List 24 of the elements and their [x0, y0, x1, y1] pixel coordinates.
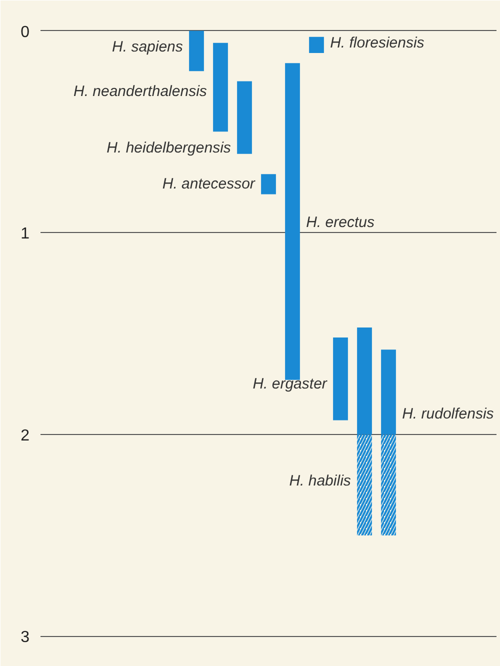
bar — [381, 350, 396, 434]
annotation: H. sapiens — [112, 38, 184, 56]
annotation: H. ergaster — [252, 375, 328, 392]
bar — [285, 63, 300, 380]
y-tick-label: 0 — [20, 24, 30, 41]
bar — [261, 174, 276, 194]
annotation: H. floresiensis — [330, 34, 425, 52]
annotation: H. erectus — [306, 214, 375, 231]
annotation: H. heidelbergensis — [106, 139, 232, 156]
annotation: H. antecessor — [162, 176, 256, 193]
y-tick-label: 1 — [20, 226, 30, 243]
bar — [309, 36, 324, 53]
annotation: H. neanderthalensis — [73, 82, 208, 100]
annotation: H. rudolfensis — [402, 406, 494, 423]
bar — [357, 327, 372, 434]
bar — [381, 434, 396, 536]
y-tick-label: 2 — [20, 427, 30, 444]
bar — [213, 42, 228, 132]
y-tick-label: 3 — [20, 629, 30, 646]
bar — [189, 30, 204, 72]
annotation: H. habilis — [289, 472, 352, 490]
bar — [357, 434, 372, 536]
bar — [237, 81, 252, 154]
bar — [333, 338, 348, 420]
